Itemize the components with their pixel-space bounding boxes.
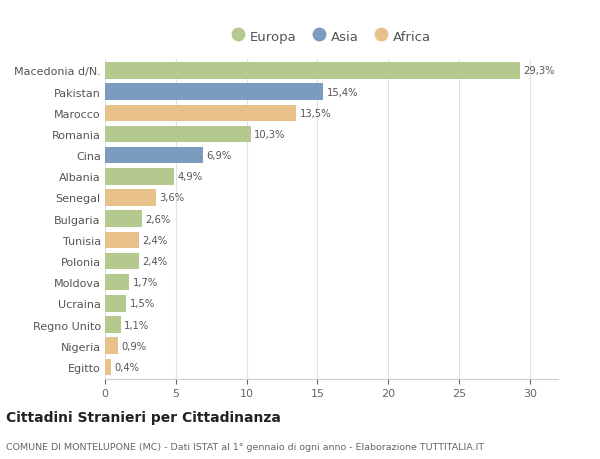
Text: 4,9%: 4,9% [178,172,203,182]
Text: 2,4%: 2,4% [143,257,167,266]
Bar [105,338,118,354]
Text: 3,6%: 3,6% [160,193,185,203]
Bar [105,296,126,312]
Bar [105,105,296,122]
Bar [105,211,142,227]
Text: Cittadini Stranieri per Cittadinanza: Cittadini Stranieri per Cittadinanza [6,411,281,425]
Bar [105,274,129,291]
Text: 1,5%: 1,5% [130,299,155,308]
Text: 6,9%: 6,9% [206,151,232,161]
Text: 1,7%: 1,7% [133,278,158,287]
Text: 0,9%: 0,9% [121,341,146,351]
Legend: Europa, Asia, Africa: Europa, Asia, Africa [226,25,437,49]
Bar [105,317,121,333]
Bar [105,190,156,206]
Bar [105,232,139,248]
Text: 13,5%: 13,5% [299,108,331,118]
Bar [105,359,110,375]
Bar [105,126,251,143]
Text: 0,4%: 0,4% [114,362,139,372]
Bar [105,253,139,270]
Text: 1,1%: 1,1% [124,320,149,330]
Text: 2,4%: 2,4% [143,235,167,245]
Bar [105,84,323,101]
Text: 10,3%: 10,3% [254,130,286,140]
Text: 29,3%: 29,3% [523,66,555,76]
Bar [105,147,203,164]
Text: 2,6%: 2,6% [145,214,170,224]
Text: COMUNE DI MONTELUPONE (MC) - Dati ISTAT al 1° gennaio di ogni anno - Elaborazion: COMUNE DI MONTELUPONE (MC) - Dati ISTAT … [6,442,484,451]
Bar [105,168,175,185]
Bar [105,63,520,79]
Text: 15,4%: 15,4% [326,87,358,97]
